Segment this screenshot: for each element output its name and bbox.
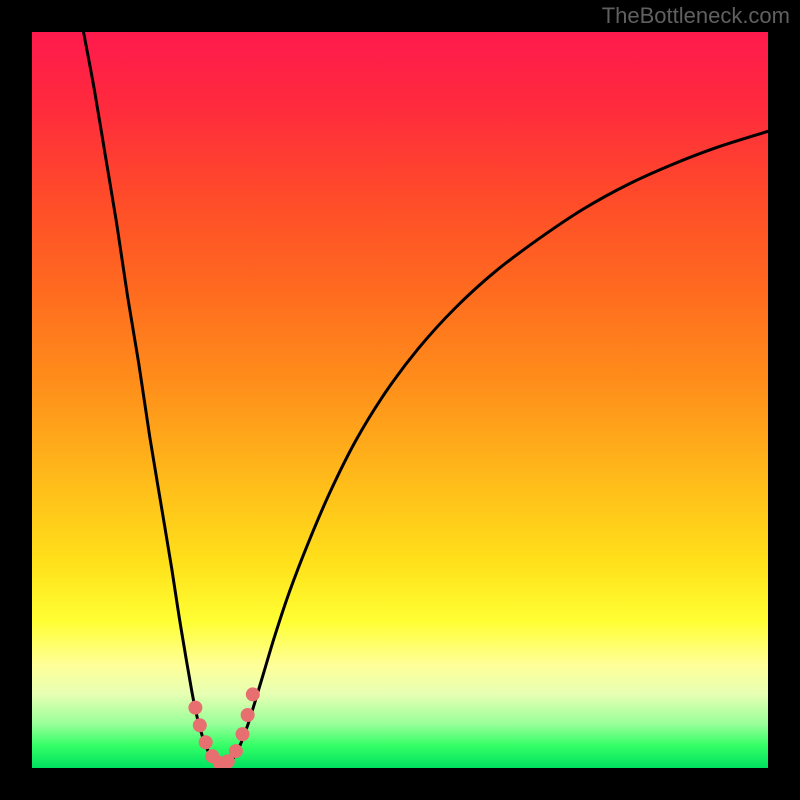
curve-marker	[193, 718, 207, 732]
curve-marker	[188, 701, 202, 715]
curve-marker	[229, 744, 243, 758]
chart-stage: TheBottleneck.com	[0, 0, 800, 800]
curve-marker	[246, 687, 260, 701]
curve-marker	[241, 708, 255, 722]
watermark-label: TheBottleneck.com	[602, 3, 790, 29]
plot-background	[32, 32, 768, 768]
bottleneck-chart	[0, 0, 800, 800]
curve-marker	[236, 727, 250, 741]
curve-marker	[199, 735, 213, 749]
